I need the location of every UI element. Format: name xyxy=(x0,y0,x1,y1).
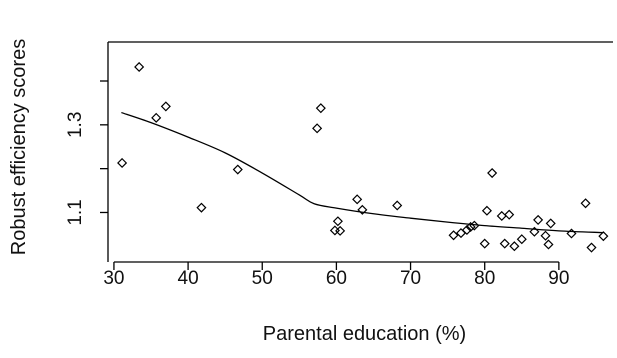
data-point xyxy=(580,198,591,209)
x-tick-label: 60 xyxy=(326,268,347,289)
data-point xyxy=(540,230,551,241)
data-point xyxy=(357,204,368,215)
data-point xyxy=(332,216,343,227)
y-tick-label: 1.3 xyxy=(65,112,86,138)
data-point xyxy=(545,218,556,229)
y-tick-label: 1.1 xyxy=(65,199,86,225)
x-tick-label: 30 xyxy=(103,268,124,289)
x-tick-label: 40 xyxy=(178,268,199,289)
data-point xyxy=(392,200,403,211)
data-point xyxy=(312,123,323,134)
data-point xyxy=(586,242,597,253)
data-point xyxy=(479,238,490,249)
x-tick-label: 50 xyxy=(252,268,273,289)
x-axis-label: Parental education (%) xyxy=(263,323,466,345)
data-point xyxy=(134,61,145,73)
data-point xyxy=(496,210,507,222)
data-point xyxy=(487,167,498,179)
data-point xyxy=(481,205,492,216)
data-point xyxy=(469,220,480,231)
data-point xyxy=(598,231,609,242)
data-point xyxy=(529,226,540,237)
data-point xyxy=(499,238,510,249)
trend-line xyxy=(121,111,604,234)
data-point xyxy=(461,224,472,236)
data-point xyxy=(455,228,467,239)
data-point xyxy=(117,157,128,169)
data-points xyxy=(117,61,609,253)
x-tick-label: 80 xyxy=(474,268,495,289)
data-point xyxy=(566,228,577,239)
data-point xyxy=(352,194,363,205)
data-point xyxy=(232,164,243,175)
x-tick-label: 70 xyxy=(400,268,421,289)
data-point xyxy=(543,239,554,250)
data-point xyxy=(151,112,162,123)
data-point xyxy=(160,101,171,112)
data-point xyxy=(315,103,326,114)
y-axis-ticks: 1.1 1.3 xyxy=(65,80,108,226)
data-point xyxy=(533,214,544,225)
data-point xyxy=(335,225,346,236)
x-tick-label: 90 xyxy=(548,268,569,289)
data-point xyxy=(504,209,515,220)
data-point xyxy=(196,202,207,213)
y-axis-label: Robust efficiency scores xyxy=(8,39,30,255)
data-point xyxy=(509,241,520,252)
data-point xyxy=(465,221,476,232)
data-point xyxy=(516,234,527,245)
x-axis-ticks: 30 40 50 60 70 80 90 xyxy=(103,262,569,289)
data-point xyxy=(448,230,459,241)
